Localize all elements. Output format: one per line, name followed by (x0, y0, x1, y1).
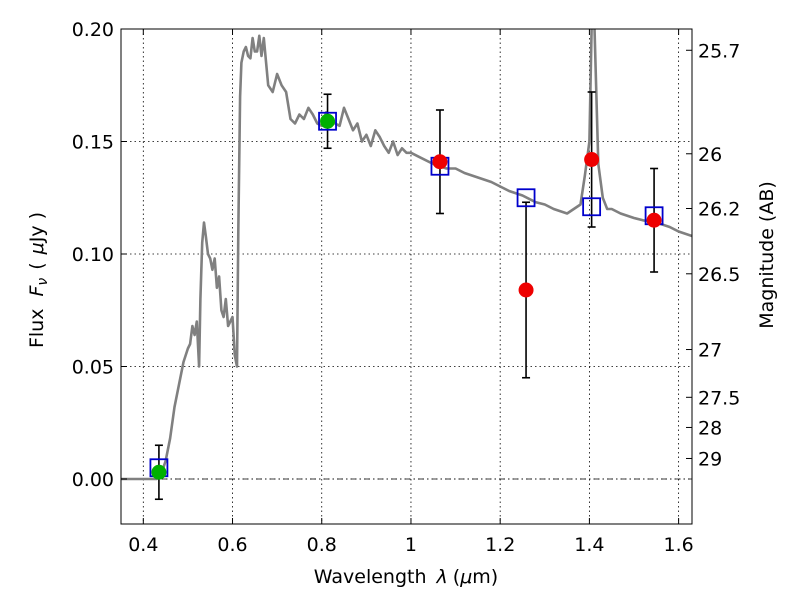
magnitude-axis-label: Magnitude (AB) (756, 181, 778, 329)
magnitude-tick-label: 25.7 (698, 40, 740, 62)
x-tick-label: 1.4 (574, 534, 604, 556)
x-axis-label: Wavelength λ (μm) (314, 566, 498, 588)
y-axis-label-unit-mu: μ (26, 242, 48, 255)
model-photometry-square (582, 197, 602, 217)
y-axis-label-unit-rest: Jy (26, 225, 48, 243)
magnitude-tick-label: 26 (698, 144, 722, 166)
y-axis-label-symbol-sub: ν (35, 278, 51, 286)
y-tick-label: 0.05 (72, 357, 114, 379)
y-axis-label-unit-close: ) (26, 212, 48, 219)
y-axis-label-unit-open: ( (26, 262, 48, 269)
observed-photometry-point (646, 212, 662, 228)
x-axis-label-text: Wavelength (314, 566, 427, 588)
x-axis-label-symbol: λ (436, 566, 448, 588)
observed-photometry-point (320, 113, 336, 129)
x-axis-label-unit-rest: m) (472, 566, 498, 588)
grid (121, 28, 692, 524)
x-axis-ticks: 0.4 0.6 0.8 1 1.2 1.4 1.6 (128, 29, 694, 556)
x-axis-label-unit-open: ( (453, 566, 460, 588)
y-axis-label-text: Flux (26, 309, 48, 349)
magnitude-axis-ticks: 25.7 26 26.2 26.5 27 27.5 28 29 (686, 40, 740, 470)
model-photometry-square (318, 111, 337, 131)
observed-photometry-point (151, 464, 167, 480)
x-axis-label-unit-mu: μ (459, 566, 472, 588)
observed-photometry-layer (151, 113, 662, 480)
y-tick-label: 0.00 (72, 469, 114, 491)
x-tick-label: 1.2 (485, 534, 515, 556)
x-tick-label: 1 (405, 534, 417, 556)
y-axis-label: Flux Fν ( μJy) (26, 212, 51, 348)
y-tick-label: 0.20 (72, 19, 114, 41)
observed-photometry-point (584, 152, 600, 167)
x-tick-label: 1.6 (664, 534, 694, 556)
model-sed-line (121, 29, 692, 481)
y-axis-ticks: 0.00 0.05 0.10 0.15 0.20 (72, 19, 127, 491)
x-tick-label: 0.4 (128, 534, 158, 556)
magnitude-tick-label: 26.2 (698, 198, 740, 220)
magnitude-tick-label: 29 (698, 448, 722, 470)
magnitude-tick-label: 27.5 (698, 387, 740, 409)
y-axis-label-symbol: F (26, 285, 48, 297)
plot-frame (120, 28, 693, 525)
x-tick-label: 0.6 (217, 534, 247, 556)
magnitude-tick-label: 27 (698, 340, 722, 362)
observed-photometry-point (518, 282, 534, 298)
model-sed-layer (121, 29, 692, 481)
model-photometry-square (516, 188, 536, 208)
magnitude-tick-label: 26.5 (698, 264, 740, 286)
magnitude-tick-label: 28 (698, 417, 722, 439)
y-tick-label: 0.15 (72, 132, 114, 154)
y-tick-label: 0.10 (72, 244, 114, 266)
observed-photometry-point (432, 154, 448, 170)
x-tick-label: 0.8 (307, 534, 337, 556)
